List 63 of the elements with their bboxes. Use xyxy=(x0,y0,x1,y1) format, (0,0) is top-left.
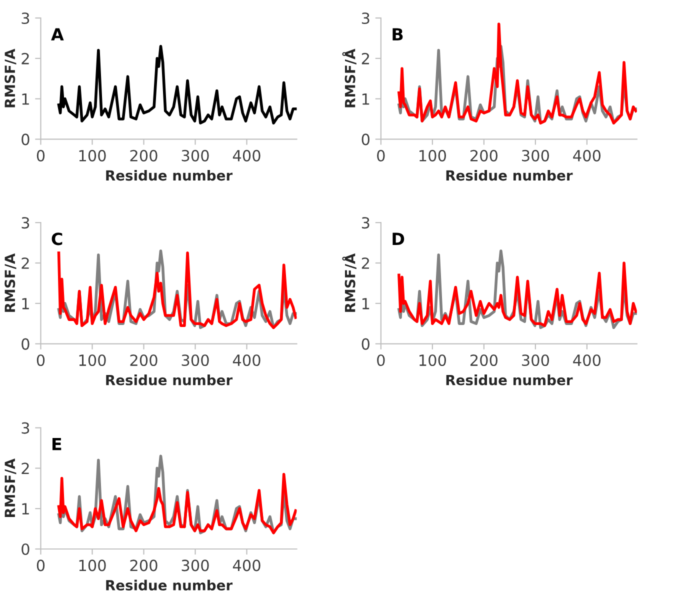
line-series xyxy=(57,472,297,534)
chart-title: E xyxy=(52,438,62,450)
y-tick-label: 1 xyxy=(22,298,29,310)
x-tick-label: 400 xyxy=(232,354,260,366)
x-axis-title: Residue number xyxy=(446,374,573,386)
y-tick-label: 0 xyxy=(362,338,370,350)
y-tick-label: 1 xyxy=(362,93,370,105)
x-tick-label: 100 xyxy=(79,150,106,162)
x-tick-label: 400 xyxy=(232,560,260,572)
x-tick-label: 400 xyxy=(573,150,601,162)
y-tick-label: 2 xyxy=(22,257,29,269)
y-tick-label: 1 xyxy=(362,298,370,310)
y-tick-label: 3 xyxy=(362,217,370,229)
y-tick-label: 0 xyxy=(22,338,30,350)
y-tick-label: 1 xyxy=(22,503,29,514)
line-series xyxy=(398,262,637,328)
x-tick-label: 400 xyxy=(232,150,260,162)
y-tick-label: 3 xyxy=(362,12,370,24)
x-tick-label: 200 xyxy=(130,354,158,366)
x-tick-label: 100 xyxy=(79,354,106,366)
x-tick-label: 200 xyxy=(130,560,158,572)
y-axis-title: RMSF/A xyxy=(4,253,16,312)
line-series xyxy=(57,44,297,124)
x-tick-label: 300 xyxy=(182,354,209,366)
y-axis-title: RMSF/A xyxy=(4,458,16,518)
x-tick-label: 200 xyxy=(130,150,158,162)
y-tick-label: 3 xyxy=(22,12,30,24)
x-tick-label: 100 xyxy=(79,560,106,572)
y-tick-label: 2 xyxy=(362,52,369,64)
x-tick-label: 100 xyxy=(420,354,446,366)
x-tick-label: 0 xyxy=(36,560,45,572)
y-tick-label: 3 xyxy=(22,422,30,434)
y-axis-title: RMSF/A xyxy=(4,48,16,108)
x-tick-label: 0 xyxy=(36,354,45,366)
x-tick-label: 0 xyxy=(377,354,385,366)
x-axis-title: Residue number xyxy=(106,374,233,386)
x-tick-label: 200 xyxy=(470,354,498,366)
y-axis-title: RMSF/Å xyxy=(342,253,356,312)
y-tick-label: 2 xyxy=(362,257,369,269)
x-tick-label: 0 xyxy=(377,150,385,162)
y-tick-label: 0 xyxy=(362,134,370,146)
x-tick-label: 300 xyxy=(182,560,209,572)
x-tick-label: 300 xyxy=(522,150,549,162)
y-tick-label: 1 xyxy=(22,93,29,105)
chart-title: C xyxy=(52,232,62,246)
x-tick-label: 400 xyxy=(573,354,601,366)
y-tick-label: 2 xyxy=(22,462,29,474)
x-axis-title: Residue number xyxy=(106,580,233,591)
chart-title: A xyxy=(51,28,64,40)
y-tick-label: 2 xyxy=(22,52,29,64)
y-tick-label: 0 xyxy=(22,543,30,556)
x-tick-label: 300 xyxy=(182,150,209,162)
y-axis-title: RMSF/Å xyxy=(342,48,356,108)
x-axis-title: Residue number xyxy=(446,170,573,181)
x-tick-label: 300 xyxy=(522,354,549,366)
y-tick-label: 3 xyxy=(22,217,30,229)
x-tick-label: 100 xyxy=(420,150,446,162)
x-tick-label: 0 xyxy=(36,150,45,162)
chart-title: B xyxy=(392,28,403,40)
x-tick-label: 200 xyxy=(470,150,498,162)
y-tick-label: 0 xyxy=(22,134,30,146)
x-axis-title: Residue number xyxy=(106,170,233,181)
chart-title: D xyxy=(392,232,404,245)
